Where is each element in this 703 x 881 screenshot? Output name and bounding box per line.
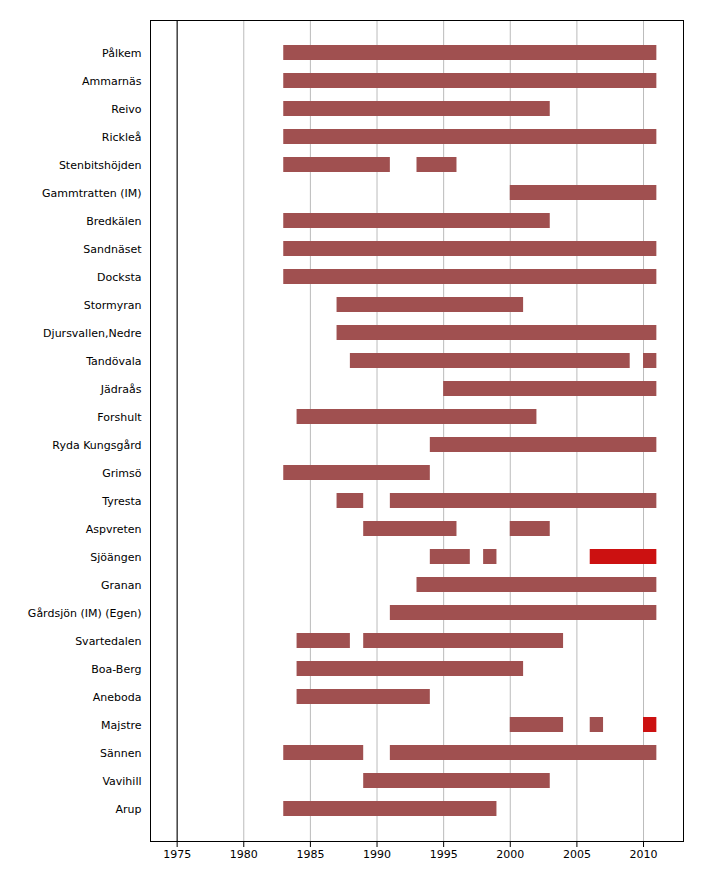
svg-text:1980: 1980 — [230, 848, 258, 861]
svg-text:1975: 1975 — [163, 848, 191, 861]
svg-text:Jädraås: Jädraås — [100, 383, 142, 396]
svg-text:Ammarnäs: Ammarnäs — [82, 75, 142, 88]
svg-text:1990: 1990 — [363, 848, 391, 861]
svg-text:Sjöängen: Sjöängen — [90, 551, 141, 564]
svg-text:Tandövala: Tandövala — [85, 355, 141, 368]
svg-text:Gårdsjön (IM) (Egen): Gårdsjön (IM) (Egen) — [28, 607, 142, 620]
svg-text:Grimsö: Grimsö — [102, 467, 142, 480]
svg-text:Tyresta: Tyresta — [101, 495, 141, 508]
svg-text:1985: 1985 — [296, 848, 324, 861]
svg-text:2010: 2010 — [630, 848, 658, 861]
svg-text:Reivo: Reivo — [111, 103, 141, 116]
svg-text:2005: 2005 — [563, 848, 591, 861]
svg-text:Aspvreten: Aspvreten — [86, 523, 142, 536]
svg-text:Docksta: Docksta — [97, 271, 141, 284]
svg-text:Boa-Berg: Boa-Berg — [91, 663, 141, 676]
svg-text:Sandnäset: Sandnäset — [83, 243, 142, 256]
svg-text:Svartedalen: Svartedalen — [75, 635, 141, 648]
svg-text:Stenbitshöjden: Stenbitshöjden — [59, 159, 142, 172]
svg-text:Sännen: Sännen — [100, 747, 141, 760]
svg-text:Bredkälen: Bredkälen — [86, 215, 141, 228]
svg-text:Majstre: Majstre — [101, 719, 142, 732]
svg-text:Pålkem: Pålkem — [102, 47, 141, 60]
svg-text:Gammtratten (IM): Gammtratten (IM) — [42, 187, 141, 200]
svg-text:Vavihill: Vavihill — [102, 775, 141, 788]
svg-text:Forshult: Forshult — [97, 411, 142, 424]
svg-text:2000: 2000 — [496, 848, 524, 861]
svg-text:1995: 1995 — [430, 848, 458, 861]
svg-text:Aneboda: Aneboda — [93, 691, 142, 704]
svg-text:Arup: Arup — [115, 803, 141, 816]
svg-text:Ryda Kungsgård: Ryda Kungsgård — [52, 439, 141, 452]
svg-text:Rickleå: Rickleå — [102, 131, 142, 144]
svg-text:Djursvallen,Nedre: Djursvallen,Nedre — [43, 327, 142, 340]
svg-text:Stormyran: Stormyran — [84, 299, 142, 312]
svg-text:Granan: Granan — [101, 579, 141, 592]
